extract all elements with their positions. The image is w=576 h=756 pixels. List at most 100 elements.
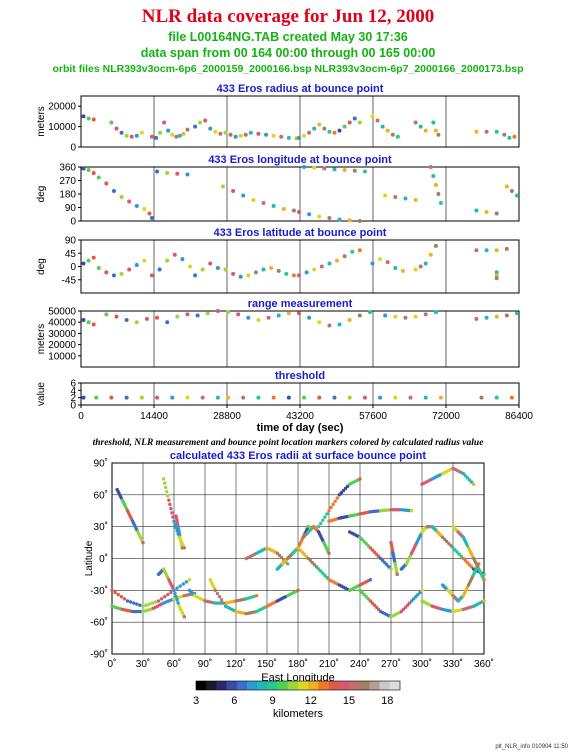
colorbar-swatch [369, 681, 380, 690]
data-point [253, 270, 258, 275]
map-track [451, 524, 486, 582]
map-point [459, 554, 463, 559]
data-point [111, 189, 116, 193]
map-point [366, 544, 370, 548]
map-point [360, 590, 364, 595]
data-point [375, 118, 380, 123]
data-point [271, 204, 276, 208]
data-point [124, 317, 129, 322]
series-group [474, 129, 499, 134]
data-point [380, 124, 385, 129]
colorbar-swatch [277, 681, 289, 690]
data-point [296, 135, 301, 140]
series-group [296, 210, 362, 223]
y-axis-label: meters [36, 324, 47, 355]
colorbar-swatch [216, 681, 227, 690]
series-group [428, 165, 443, 205]
map-point [374, 605, 379, 610]
map-point [308, 558, 313, 563]
colorbar-swatch [236, 681, 248, 690]
map-track [389, 540, 399, 577]
panel-title: 433 Eros radius at bounce point [217, 83, 384, 95]
x-tick-label: 43200 [286, 411, 314, 422]
data-point [431, 174, 436, 178]
map-point [113, 590, 117, 595]
map-point [296, 588, 300, 593]
series-group [195, 309, 220, 318]
data-point [271, 395, 276, 400]
data-point [181, 131, 186, 136]
map-point [221, 601, 226, 605]
data-point [104, 312, 109, 317]
map-point [418, 590, 422, 595]
data-point [134, 320, 139, 325]
map-x-tick-label: 60˚ [167, 658, 181, 670]
y-tick-label: 6 [70, 379, 76, 390]
y-tick-label: 50000 [48, 307, 76, 318]
data-point [413, 198, 418, 202]
data-point [91, 322, 96, 327]
map-point [159, 597, 164, 601]
map-x-tick-label: 210˚ [319, 658, 339, 670]
data-point [428, 252, 433, 257]
data-point [165, 171, 170, 175]
map-point [169, 506, 173, 511]
data-point [81, 395, 86, 400]
data-point [155, 169, 160, 174]
data-point [220, 184, 225, 189]
data-point [215, 309, 220, 313]
data-point [111, 273, 116, 278]
data-point [180, 257, 185, 262]
data-point [393, 314, 398, 319]
colorbar-tick-label: 3 [193, 695, 199, 707]
data-point [317, 320, 322, 325]
colorbar-swatch [338, 681, 350, 690]
map-point [306, 556, 311, 561]
series-group [370, 114, 400, 139]
map-track [420, 599, 486, 614]
data-point [438, 395, 443, 400]
map-point [360, 537, 364, 542]
x-tick-label: 28800 [213, 411, 241, 422]
data-point [423, 261, 428, 266]
map-x-tick-label: 150˚ [257, 658, 277, 670]
data-point [357, 313, 362, 318]
data-point [286, 395, 291, 400]
data-point [134, 133, 139, 138]
map-point [447, 541, 451, 546]
colorbar-swatch [308, 681, 319, 690]
map-x-tick-label: 300˚ [412, 658, 432, 670]
data-point [514, 193, 519, 198]
data-point [157, 267, 162, 272]
map-point [461, 556, 466, 561]
data-point [423, 395, 428, 400]
map-point [215, 591, 220, 596]
data-point [109, 120, 114, 125]
y-axis-label: meters [36, 106, 47, 137]
map-point [469, 565, 474, 569]
data-point [494, 395, 499, 400]
map-point [167, 498, 171, 502]
series-group [155, 312, 190, 325]
data-point [127, 267, 132, 272]
data-point [393, 265, 398, 270]
data-point [507, 135, 512, 140]
y-tick-label: 0 [70, 217, 76, 228]
data-point [504, 246, 509, 251]
x-tick-label: 72000 [432, 411, 460, 422]
data-point [431, 120, 436, 125]
map-track [115, 487, 145, 545]
data-point [502, 132, 507, 137]
colorbar-tick-label: 9 [269, 695, 275, 707]
map-point [327, 551, 331, 555]
map-x-tick-label: 90˚ [198, 658, 212, 670]
series-group [149, 120, 190, 140]
colorbar-swatch [287, 681, 299, 690]
map-point [213, 588, 218, 593]
series-group [223, 265, 296, 279]
map-point [399, 609, 404, 614]
y-axis-label: deg [36, 186, 47, 203]
data-point [94, 395, 99, 400]
colorbar-tick-label: 6 [231, 695, 237, 707]
